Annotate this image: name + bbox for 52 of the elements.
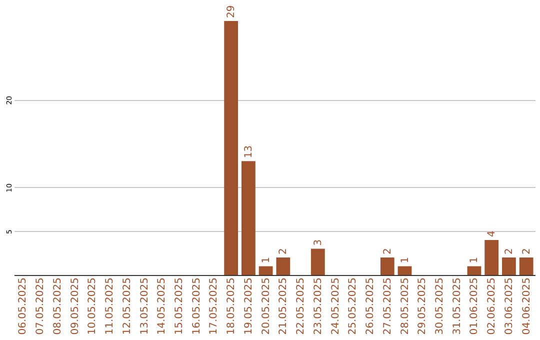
data-label: 2 xyxy=(504,248,515,254)
x-tick-label: 18.05.2025 xyxy=(226,278,238,335)
bar xyxy=(310,248,325,275)
x-tick-label: 27.05.2025 xyxy=(382,278,394,335)
bar xyxy=(467,266,482,275)
x-tick-label: 04.06.2025 xyxy=(521,278,532,335)
data-label: 2 xyxy=(521,248,532,254)
bar xyxy=(276,257,290,275)
x-tick-label: 25.05.2025 xyxy=(348,278,359,335)
data-label: 29 xyxy=(226,5,238,18)
x-tick-label: 29.05.2025 xyxy=(417,278,428,335)
x-tick-label: 19.05.2025 xyxy=(243,278,254,335)
data-label: 1 xyxy=(469,256,480,264)
x-tick-label: 21.05.2025 xyxy=(278,278,290,335)
bar xyxy=(484,240,499,275)
x-tick-label: 16.05.2025 xyxy=(191,278,202,335)
x-tick-label: 20.05.2025 xyxy=(260,278,272,335)
data-label: 2 xyxy=(382,248,394,254)
x-tick-label: 14.05.2025 xyxy=(156,278,168,335)
bar xyxy=(224,21,238,275)
x-tick-label: 24.05.2025 xyxy=(330,278,342,335)
x-tick-label: 11.05.2025 xyxy=(104,278,116,335)
x-tick-label: 31.05.2025 xyxy=(452,278,463,335)
bar xyxy=(398,266,412,275)
x-tick-label: 10.05.2025 xyxy=(87,278,98,335)
x-tick-label: 30.05.2025 xyxy=(434,278,446,335)
x-tick-label: 06.05.2025 xyxy=(18,278,29,335)
x-tick-label: 03.06.2025 xyxy=(504,278,515,335)
x-tick-label: 22.05.2025 xyxy=(296,278,307,335)
bar xyxy=(242,161,256,275)
bar xyxy=(258,266,273,275)
data-label: 1 xyxy=(400,256,411,264)
bar xyxy=(519,257,534,275)
x-tick-label: 07.05.2025 xyxy=(35,278,46,335)
bar xyxy=(502,257,516,275)
data-label: 13 xyxy=(243,145,254,158)
data-label: 3 xyxy=(312,239,324,246)
data-label: 1 xyxy=(260,256,272,264)
x-tick-label: 02.06.2025 xyxy=(486,278,498,335)
x-tick-label: 26.05.2025 xyxy=(365,278,376,335)
data-label: 4 xyxy=(486,230,498,237)
x-tick-label: 23.05.2025 xyxy=(312,278,324,335)
x-tick-label: 15.05.2025 xyxy=(174,278,185,335)
x-tick-label: 17.05.2025 xyxy=(208,278,220,335)
x-tick-label: 12.05.2025 xyxy=(122,278,133,335)
bar xyxy=(380,257,394,275)
x-tick-label: 08.05.2025 xyxy=(52,278,64,335)
x-tick-label: 28.05.2025 xyxy=(400,278,411,335)
x-tick-label: 09.05.2025 xyxy=(70,278,81,335)
x-tick-label: 13.05.2025 xyxy=(139,278,150,335)
x-tick-label: 01.06.2025 xyxy=(469,278,480,335)
data-label: 2 xyxy=(278,248,290,254)
